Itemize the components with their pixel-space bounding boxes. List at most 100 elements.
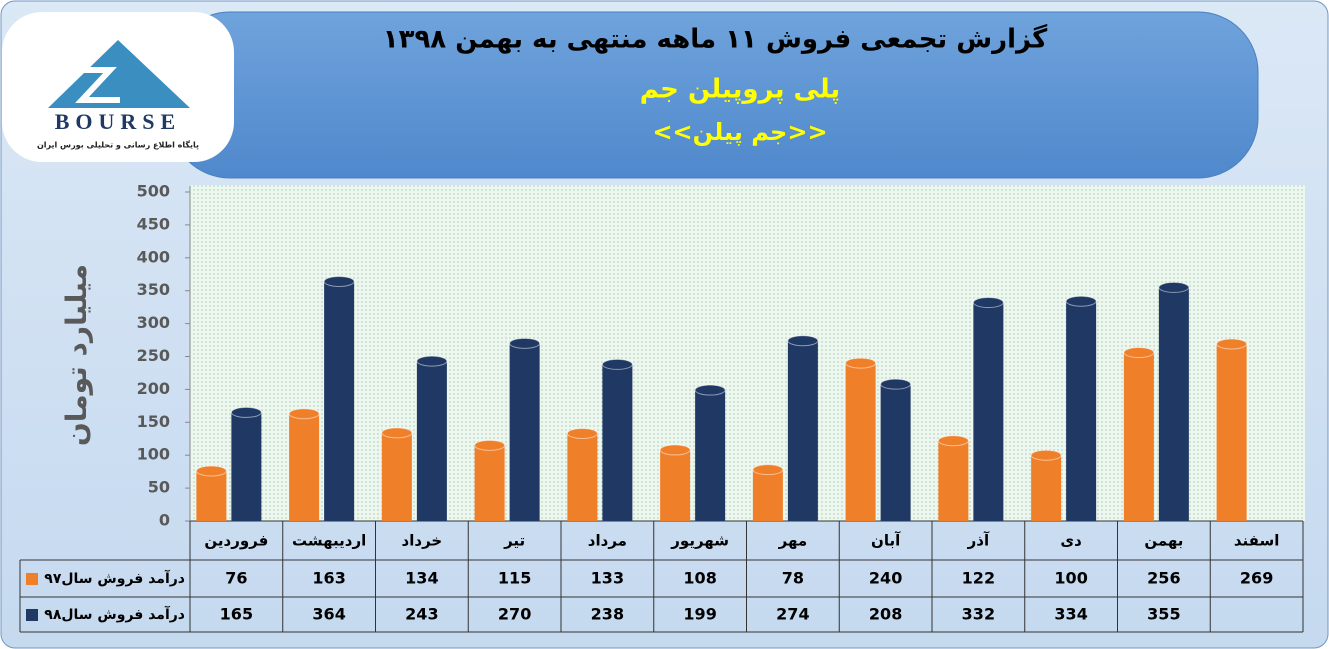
table-value: 240 <box>869 569 902 588</box>
logo-shape <box>48 40 190 108</box>
bar <box>1031 455 1062 521</box>
bar-top <box>1030 449 1062 461</box>
y-tick-label: 100 <box>137 445 170 464</box>
bar <box>509 343 540 521</box>
bar <box>1066 301 1097 521</box>
x-tick-label: اردیبهشت <box>292 532 366 550</box>
logo-mark <box>72 67 120 103</box>
chart-note: <<جم پیلن>> <box>652 118 827 146</box>
y-tick-label: 350 <box>137 280 170 299</box>
bar <box>381 432 412 521</box>
bar-top <box>937 435 969 447</box>
bar <box>289 413 320 521</box>
x-tick-label: فروردین <box>204 532 268 550</box>
table-value: 269 <box>1240 569 1273 588</box>
bar <box>231 412 262 521</box>
table-value: 76 <box>225 569 247 588</box>
bar-top <box>195 465 227 477</box>
logo-tagline: پایگاه اطلاع رسانی و تحلیلی بورس ایران <box>37 140 199 151</box>
bar-top <box>381 427 413 439</box>
bar-top <box>1158 281 1190 293</box>
x-tick-label: دی <box>1060 532 1082 550</box>
bar-top <box>416 355 448 367</box>
legend-swatch <box>26 573 38 585</box>
table-value: 134 <box>405 569 438 588</box>
x-tick-label: مهر <box>778 532 808 550</box>
table-value: 208 <box>869 605 902 624</box>
y-axis-label: میلیارد تومان <box>60 264 93 446</box>
bar <box>973 302 1004 521</box>
legend-label: درآمد فروش سال۹۸ <box>44 605 185 623</box>
bar <box>787 340 818 521</box>
table-value: 115 <box>498 569 531 588</box>
bar <box>752 469 783 521</box>
bar-top <box>288 408 320 420</box>
x-tick-label: مرداد <box>588 532 627 550</box>
table-value: 199 <box>683 605 716 624</box>
bar <box>416 361 447 521</box>
bar-top <box>694 384 726 396</box>
bar-top <box>323 275 355 287</box>
bar-top <box>509 337 541 349</box>
legend-label: درآمد فروش سال۹۷ <box>44 569 185 587</box>
y-tick-label: 200 <box>137 379 170 398</box>
bar-top <box>787 335 819 347</box>
table-value: 355 <box>1147 605 1180 624</box>
y-tick-label: 150 <box>137 412 170 431</box>
table-value: 256 <box>1147 569 1180 588</box>
y-tick-label: 50 <box>148 478 170 497</box>
x-tick-label: آبان <box>871 532 901 550</box>
bar-top <box>659 444 691 456</box>
table-value: 270 <box>498 605 531 624</box>
bar-top <box>1065 295 1097 307</box>
bar <box>880 384 911 521</box>
bar <box>602 364 633 521</box>
y-tick-label: 0 <box>159 511 170 530</box>
bar-top <box>1216 338 1248 350</box>
bar <box>1158 287 1189 521</box>
bar <box>660 449 691 521</box>
bar <box>695 390 726 521</box>
table-value: 165 <box>220 605 253 624</box>
table-value: 108 <box>683 569 716 588</box>
bar <box>474 445 505 521</box>
table-value: 334 <box>1054 605 1087 624</box>
bar-top <box>1123 347 1155 359</box>
bar-top <box>752 464 784 476</box>
table-value: 78 <box>782 569 804 588</box>
chart-title: گزارش تجمعی فروش ۱۱ ماهه منتهی به بهمن ۱… <box>383 24 1048 55</box>
x-tick-label: شهریور <box>670 532 729 550</box>
bar-top <box>566 427 598 439</box>
bar-top <box>972 297 1004 309</box>
y-tick-label: 400 <box>137 247 170 266</box>
bar-top <box>880 378 912 390</box>
bar <box>567 433 598 521</box>
legend-swatch <box>26 609 38 621</box>
bar-top <box>230 406 262 418</box>
x-tick-label: اسفند <box>1234 532 1279 550</box>
bar <box>324 281 355 521</box>
bar-top <box>845 357 877 369</box>
table-value: 133 <box>591 569 624 588</box>
table-value: 243 <box>405 605 438 624</box>
table-value: 332 <box>962 605 995 624</box>
x-tick-label: بهمن <box>1144 532 1183 550</box>
bar <box>1216 343 1247 521</box>
table-value: 122 <box>962 569 995 588</box>
bar <box>938 440 969 521</box>
x-tick-label: خرداد <box>402 532 443 550</box>
chart-subtitle: پلی پروپیلن جم <box>640 75 840 105</box>
bar <box>845 363 876 521</box>
bar-top <box>601 358 633 370</box>
plot-area <box>190 185 1305 521</box>
table-value: 364 <box>312 605 345 624</box>
table-value: 163 <box>312 569 345 588</box>
y-tick-label: 500 <box>137 182 170 201</box>
x-tick-label: آذر <box>967 532 990 550</box>
x-tick-label: تیر <box>503 532 525 550</box>
table-value: 238 <box>591 605 624 624</box>
table-value: 100 <box>1054 569 1087 588</box>
logo-name: BOURSE <box>55 109 181 134</box>
table-value: 274 <box>776 605 809 624</box>
